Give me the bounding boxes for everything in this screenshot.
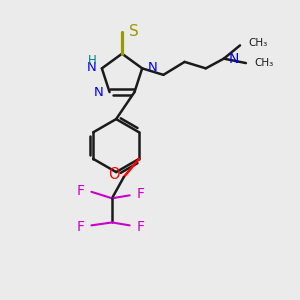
Text: N: N <box>148 61 158 74</box>
Text: O: O <box>108 167 119 182</box>
Text: F: F <box>136 187 144 201</box>
Text: CH₃: CH₃ <box>254 58 273 68</box>
Text: N: N <box>94 86 104 99</box>
Text: F: F <box>77 220 85 234</box>
Text: H: H <box>88 54 97 67</box>
Text: F: F <box>77 184 85 198</box>
Text: S: S <box>128 24 138 39</box>
Text: F: F <box>136 220 144 234</box>
Text: N: N <box>229 52 239 66</box>
Text: CH₃: CH₃ <box>248 38 268 48</box>
Text: N: N <box>87 61 97 74</box>
